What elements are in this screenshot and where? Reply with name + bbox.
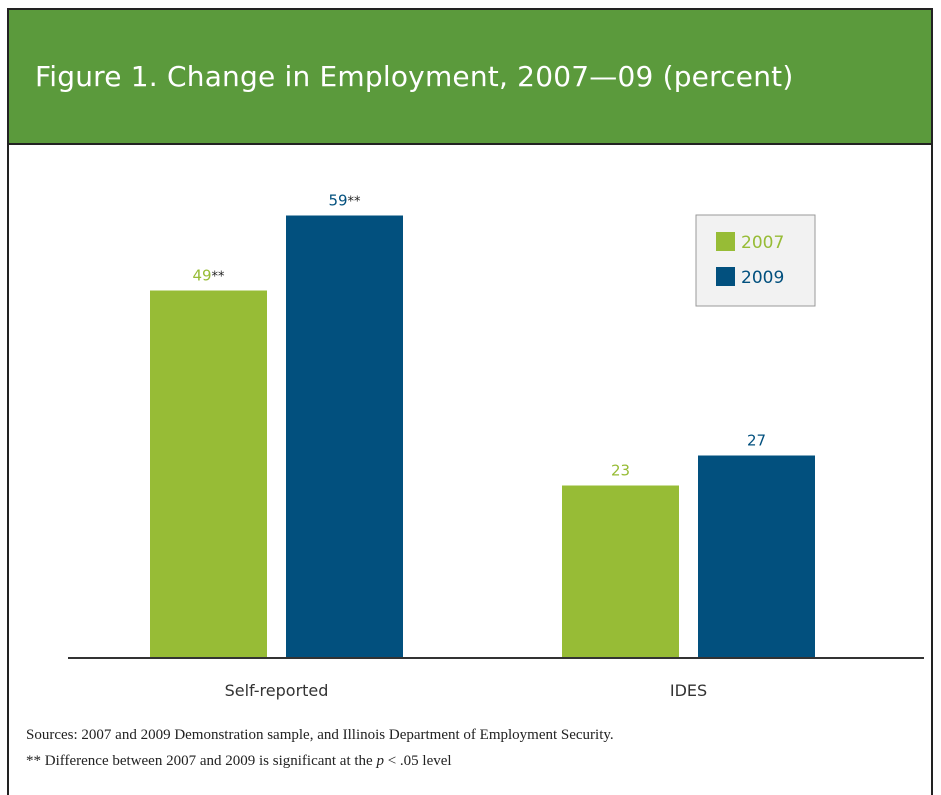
bar-ides-2007 bbox=[562, 485, 679, 658]
significance-suffix: < .05 level bbox=[383, 753, 452, 769]
legend-label-2007: 2007 bbox=[741, 233, 784, 253]
significance-p: p bbox=[376, 753, 384, 769]
legend-label-2009: 2009 bbox=[741, 268, 784, 288]
data-label-ides-2007: 23 bbox=[611, 462, 630, 480]
bar-ides-2009 bbox=[698, 455, 815, 658]
legend-box bbox=[695, 214, 816, 307]
legend-swatch-2007 bbox=[716, 232, 735, 251]
data-label-ides-2009: 27 bbox=[747, 432, 766, 450]
sources-note: Sources: 2007 and 2009 Demonstration sam… bbox=[26, 727, 614, 743]
data-label-self-reported-2009: 59** bbox=[328, 192, 361, 210]
significance-note: ** Difference between 2007 and 2009 is s… bbox=[26, 748, 614, 774]
figure-header: Figure 1. Change in Employment, 2007—09 … bbox=[9, 10, 931, 145]
legend-swatch-2009 bbox=[716, 267, 735, 286]
chart-title: Figure 1. Change in Employment, 2007—09 … bbox=[35, 60, 794, 93]
data-label-self-reported-2007: 49** bbox=[192, 267, 225, 285]
bar-self-reported-2007 bbox=[150, 290, 267, 658]
significance-prefix: ** Difference between 2007 and 2009 is s… bbox=[26, 753, 377, 769]
x-tick-label-self-reported: Self-reported bbox=[225, 681, 329, 700]
x-tick-label-ides: IDES bbox=[670, 681, 707, 700]
bar-self-reported-2009 bbox=[286, 215, 403, 658]
footnotes: Sources: 2007 and 2009 Demonstration sam… bbox=[26, 722, 614, 774]
